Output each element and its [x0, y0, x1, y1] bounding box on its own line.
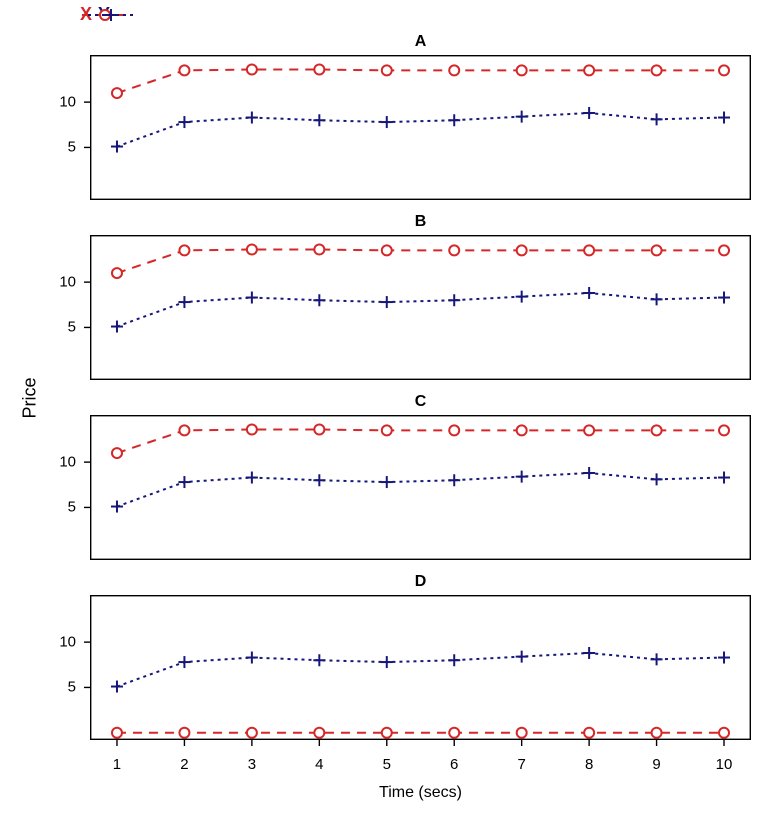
x-tick-label: 3: [248, 756, 256, 773]
panel-title: A: [415, 33, 427, 51]
x-tick-label: 5: [383, 756, 391, 773]
x-tick-label: 7: [518, 756, 526, 773]
y-tick-label: 10: [59, 454, 76, 471]
panel-title: D: [415, 573, 427, 591]
x-axis-title: Time (secs): [379, 784, 462, 802]
legend: X Y: [80, 4, 110, 25]
y-tick-label: 10: [59, 94, 76, 111]
y-tick-label: 10: [59, 274, 76, 291]
x-tick-label: 6: [450, 756, 458, 773]
panel-plot: [90, 415, 751, 560]
x-tick-label: 9: [652, 756, 660, 773]
y-tick-label: 5: [68, 499, 76, 516]
x-tick-label: 10: [716, 756, 733, 773]
x-tick-label: 8: [585, 756, 593, 773]
chart-root: X Y Price Time (secs) A 5 10 B 5 10 C 5 10 D 5 10 1 2…: [0, 0, 773, 813]
panel-plot: [90, 55, 751, 200]
y-tick-label: 5: [68, 139, 76, 156]
legend-y-sample: [86, 5, 136, 25]
panel-title: B: [415, 213, 427, 231]
panel-plot: [90, 235, 751, 380]
y-axis-title: Price: [20, 377, 41, 418]
panel-title: C: [415, 393, 427, 411]
y-tick-label: 5: [68, 319, 76, 336]
panel-plot: [90, 595, 751, 740]
x-tick-label: 2: [180, 756, 188, 773]
y-tick-label: 10: [59, 634, 76, 651]
y-tick-label: 5: [68, 679, 76, 696]
x-tick-label: 4: [315, 756, 323, 773]
x-tick-label: 1: [113, 756, 121, 773]
